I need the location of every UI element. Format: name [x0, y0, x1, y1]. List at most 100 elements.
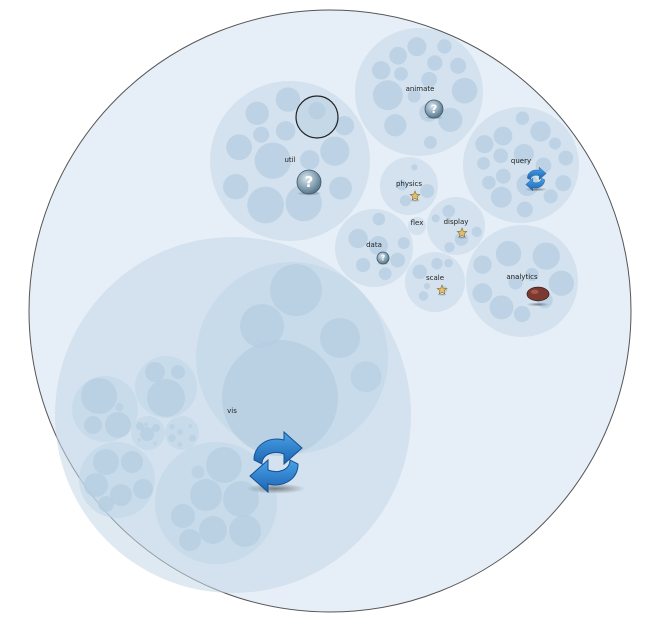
leaf-circle[interactable] [144, 422, 149, 427]
star-icon[interactable] [456, 227, 468, 238]
leaf-circle[interactable] [378, 267, 392, 281]
leaf-circle[interactable] [397, 237, 410, 250]
leaf-circle[interactable] [372, 80, 403, 111]
leaf-circle[interactable] [489, 295, 514, 320]
leaf-circle[interactable] [110, 484, 132, 506]
leaf-circle[interactable] [275, 87, 301, 112]
leaf-circle[interactable] [482, 175, 496, 190]
refresh-icon[interactable] [525, 166, 547, 192]
leaf-circle[interactable] [270, 264, 322, 316]
leaf-circle[interactable] [515, 111, 530, 125]
leaf-circle[interactable] [140, 427, 154, 441]
leaf-circle[interactable] [206, 447, 242, 483]
leaf-circle[interactable] [133, 479, 153, 499]
leaf-circle[interactable] [93, 449, 119, 475]
leaf-circle[interactable] [81, 378, 117, 414]
meteor-icon[interactable] [526, 286, 550, 302]
leaf-circle[interactable] [147, 379, 185, 417]
leaf-circle[interactable] [226, 134, 252, 161]
leaf-circle[interactable] [355, 257, 371, 273]
leaf-circle[interactable] [253, 126, 270, 143]
leaf-circle[interactable] [513, 305, 531, 323]
leaf-circle[interactable] [444, 242, 455, 253]
leaf-circle[interactable] [384, 114, 407, 137]
leaf-circle[interactable] [548, 270, 574, 296]
leaf-circle[interactable] [473, 255, 492, 274]
help-icon[interactable]: ? [376, 251, 390, 265]
leaf-circle[interactable] [115, 403, 124, 412]
leaf-circle[interactable] [477, 156, 490, 170]
leaf-circle[interactable] [411, 164, 418, 171]
leaf-circle[interactable] [431, 257, 443, 270]
leaf-circle[interactable] [153, 441, 157, 446]
leaf-circle[interactable] [188, 424, 193, 428]
leaf-circle[interactable] [423, 282, 431, 290]
leaf-circle[interactable] [137, 438, 141, 442]
leaf-circle[interactable] [442, 204, 455, 218]
leaf-circle[interactable] [437, 39, 452, 54]
leaf-circle[interactable] [490, 186, 512, 208]
leaf-circle[interactable] [396, 179, 408, 191]
leaf-circle[interactable] [136, 422, 144, 430]
leaf-circle[interactable] [171, 504, 195, 528]
leaf-circle[interactable] [493, 126, 513, 146]
leaf-circle[interactable] [171, 365, 185, 379]
leaf-circle[interactable] [516, 201, 533, 218]
leaf-circle[interactable] [84, 416, 102, 434]
leaf-circle[interactable] [475, 135, 494, 154]
help-icon[interactable]: ? [296, 169, 322, 195]
leaf-circle[interactable] [320, 136, 350, 166]
leaf-circle[interactable] [254, 142, 291, 179]
leaf-circle[interactable] [368, 236, 389, 256]
leaf-circle[interactable] [190, 479, 222, 511]
leaf-circle[interactable] [191, 465, 205, 479]
leaf-circle[interactable] [223, 173, 249, 200]
leaf-circle[interactable] [247, 186, 284, 224]
leaf-circle[interactable] [407, 89, 421, 103]
leaf-circle[interactable] [472, 283, 493, 304]
leaf-circle[interactable] [121, 451, 143, 473]
leaf-circle[interactable] [508, 275, 523, 290]
leaf-circle[interactable] [390, 252, 406, 268]
leaf-circle[interactable] [84, 473, 108, 497]
leaf-circle[interactable] [549, 137, 562, 150]
selected-circle[interactable] [295, 95, 339, 139]
leaf-circle[interactable] [240, 304, 284, 348]
leaf-circle[interactable] [308, 102, 326, 120]
refresh-icon[interactable] [249, 430, 303, 494]
leaf-circle[interactable] [98, 496, 114, 512]
leaf-circle[interactable] [471, 226, 482, 237]
leaf-circle[interactable] [493, 148, 509, 164]
leaf-circle[interactable] [412, 264, 427, 280]
leaf-circle[interactable] [394, 66, 408, 81]
star-icon[interactable] [409, 190, 421, 201]
leaf-circle[interactable] [543, 189, 558, 204]
leaf-circle[interactable] [329, 176, 353, 200]
group-circle-display[interactable] [427, 197, 485, 255]
leaf-circle[interactable] [450, 57, 467, 74]
leaf-circle[interactable] [525, 267, 539, 282]
leaf-circle[interactable] [169, 424, 175, 430]
leaf-circle[interactable] [407, 37, 427, 57]
leaf-circle[interactable] [105, 412, 131, 438]
leaf-circle[interactable] [348, 228, 368, 249]
leaf-circle[interactable] [334, 115, 355, 136]
leaf-circle[interactable] [532, 242, 560, 270]
leaf-circle[interactable] [189, 434, 197, 442]
leaf-circle[interactable] [168, 434, 176, 442]
leaf-circle[interactable] [421, 71, 437, 88]
leaf-circle[interactable] [179, 529, 201, 551]
leaf-circle[interactable] [423, 136, 437, 149]
leaf-circle[interactable] [451, 77, 478, 104]
leaf-circle[interactable] [431, 214, 440, 223]
leaf-circle[interactable] [350, 361, 382, 393]
group-circle-flex[interactable] [408, 217, 426, 235]
leaf-circle[interactable] [176, 429, 183, 436]
leaf-circle[interactable] [418, 291, 429, 301]
leaf-circle[interactable] [222, 340, 338, 456]
star-icon[interactable] [436, 284, 448, 295]
leaf-circle[interactable] [513, 143, 534, 165]
leaf-circle[interactable] [558, 150, 574, 166]
leaf-circle[interactable] [145, 362, 165, 382]
leaf-circle[interactable] [371, 61, 391, 80]
